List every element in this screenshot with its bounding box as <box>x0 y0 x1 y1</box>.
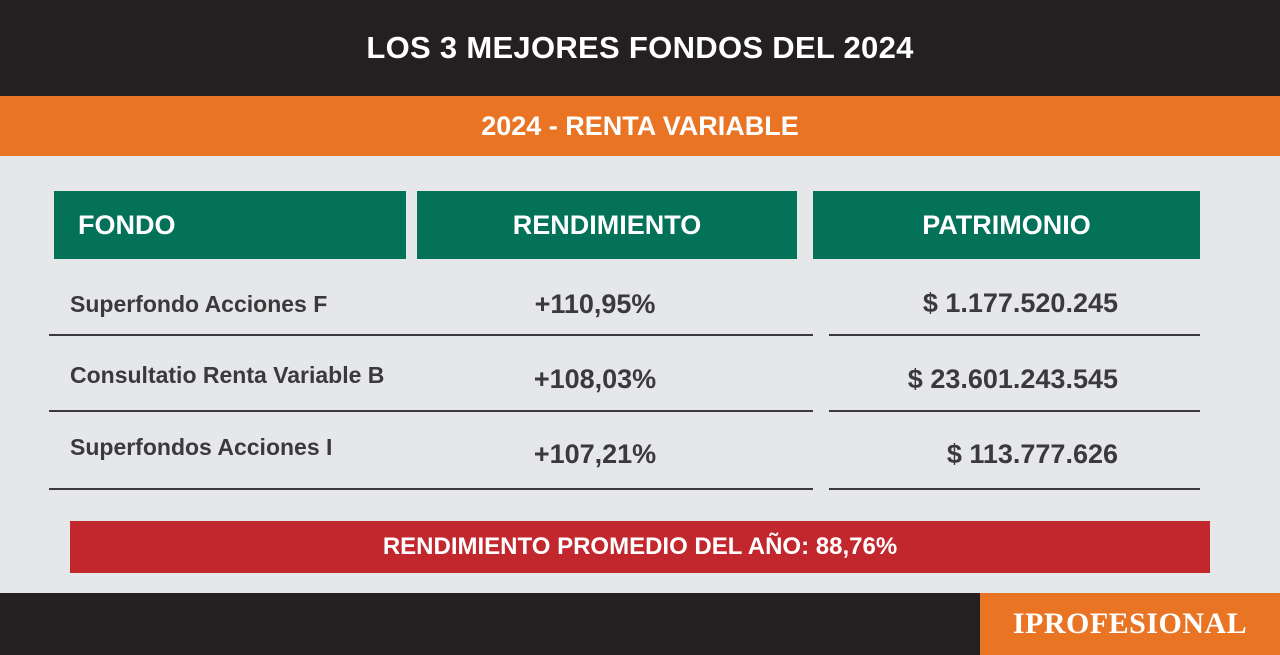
column-header-fondo: FONDO <box>54 191 406 259</box>
row-2-fondo: Consultatio Renta Variable B <box>70 361 385 388</box>
row-divider <box>49 410 813 412</box>
column-header-rendimiento: RENDIMIENTO <box>417 191 797 259</box>
row-divider <box>829 488 1200 490</box>
iprofesional-logo: IPROFESIONAL <box>980 593 1280 655</box>
row-3-patrimonio: $ 113.777.626 <box>946 438 1118 469</box>
row-1-rendimiento: +110,95% <box>534 288 656 319</box>
page-title: LOS 3 MEJORES FONDOS DEL 2024 <box>0 0 1280 96</box>
average-return-banner: RENDIMIENTO PROMEDIO DEL AÑO: 88,76% <box>70 521 1210 573</box>
row-divider <box>829 410 1200 412</box>
row-2-rendimiento: +108,03% <box>533 363 657 394</box>
category-subtitle: 2024 - RENTA VARIABLE <box>0 96 1280 156</box>
row-2-patrimonio: $ 23.601.243.545 <box>907 363 1118 394</box>
column-header-patrimonio: PATRIMONIO <box>813 191 1200 259</box>
row-divider <box>49 334 813 336</box>
row-divider <box>829 334 1200 336</box>
row-1-patrimonio: $ 1.177.520.245 <box>922 287 1118 318</box>
row-3-rendimiento: +107,21% <box>533 438 657 469</box>
row-1-fondo: Superfondo Acciones F <box>70 290 328 317</box>
row-3-fondo: Superfondos Acciones I <box>70 433 333 460</box>
row-divider <box>49 488 813 490</box>
